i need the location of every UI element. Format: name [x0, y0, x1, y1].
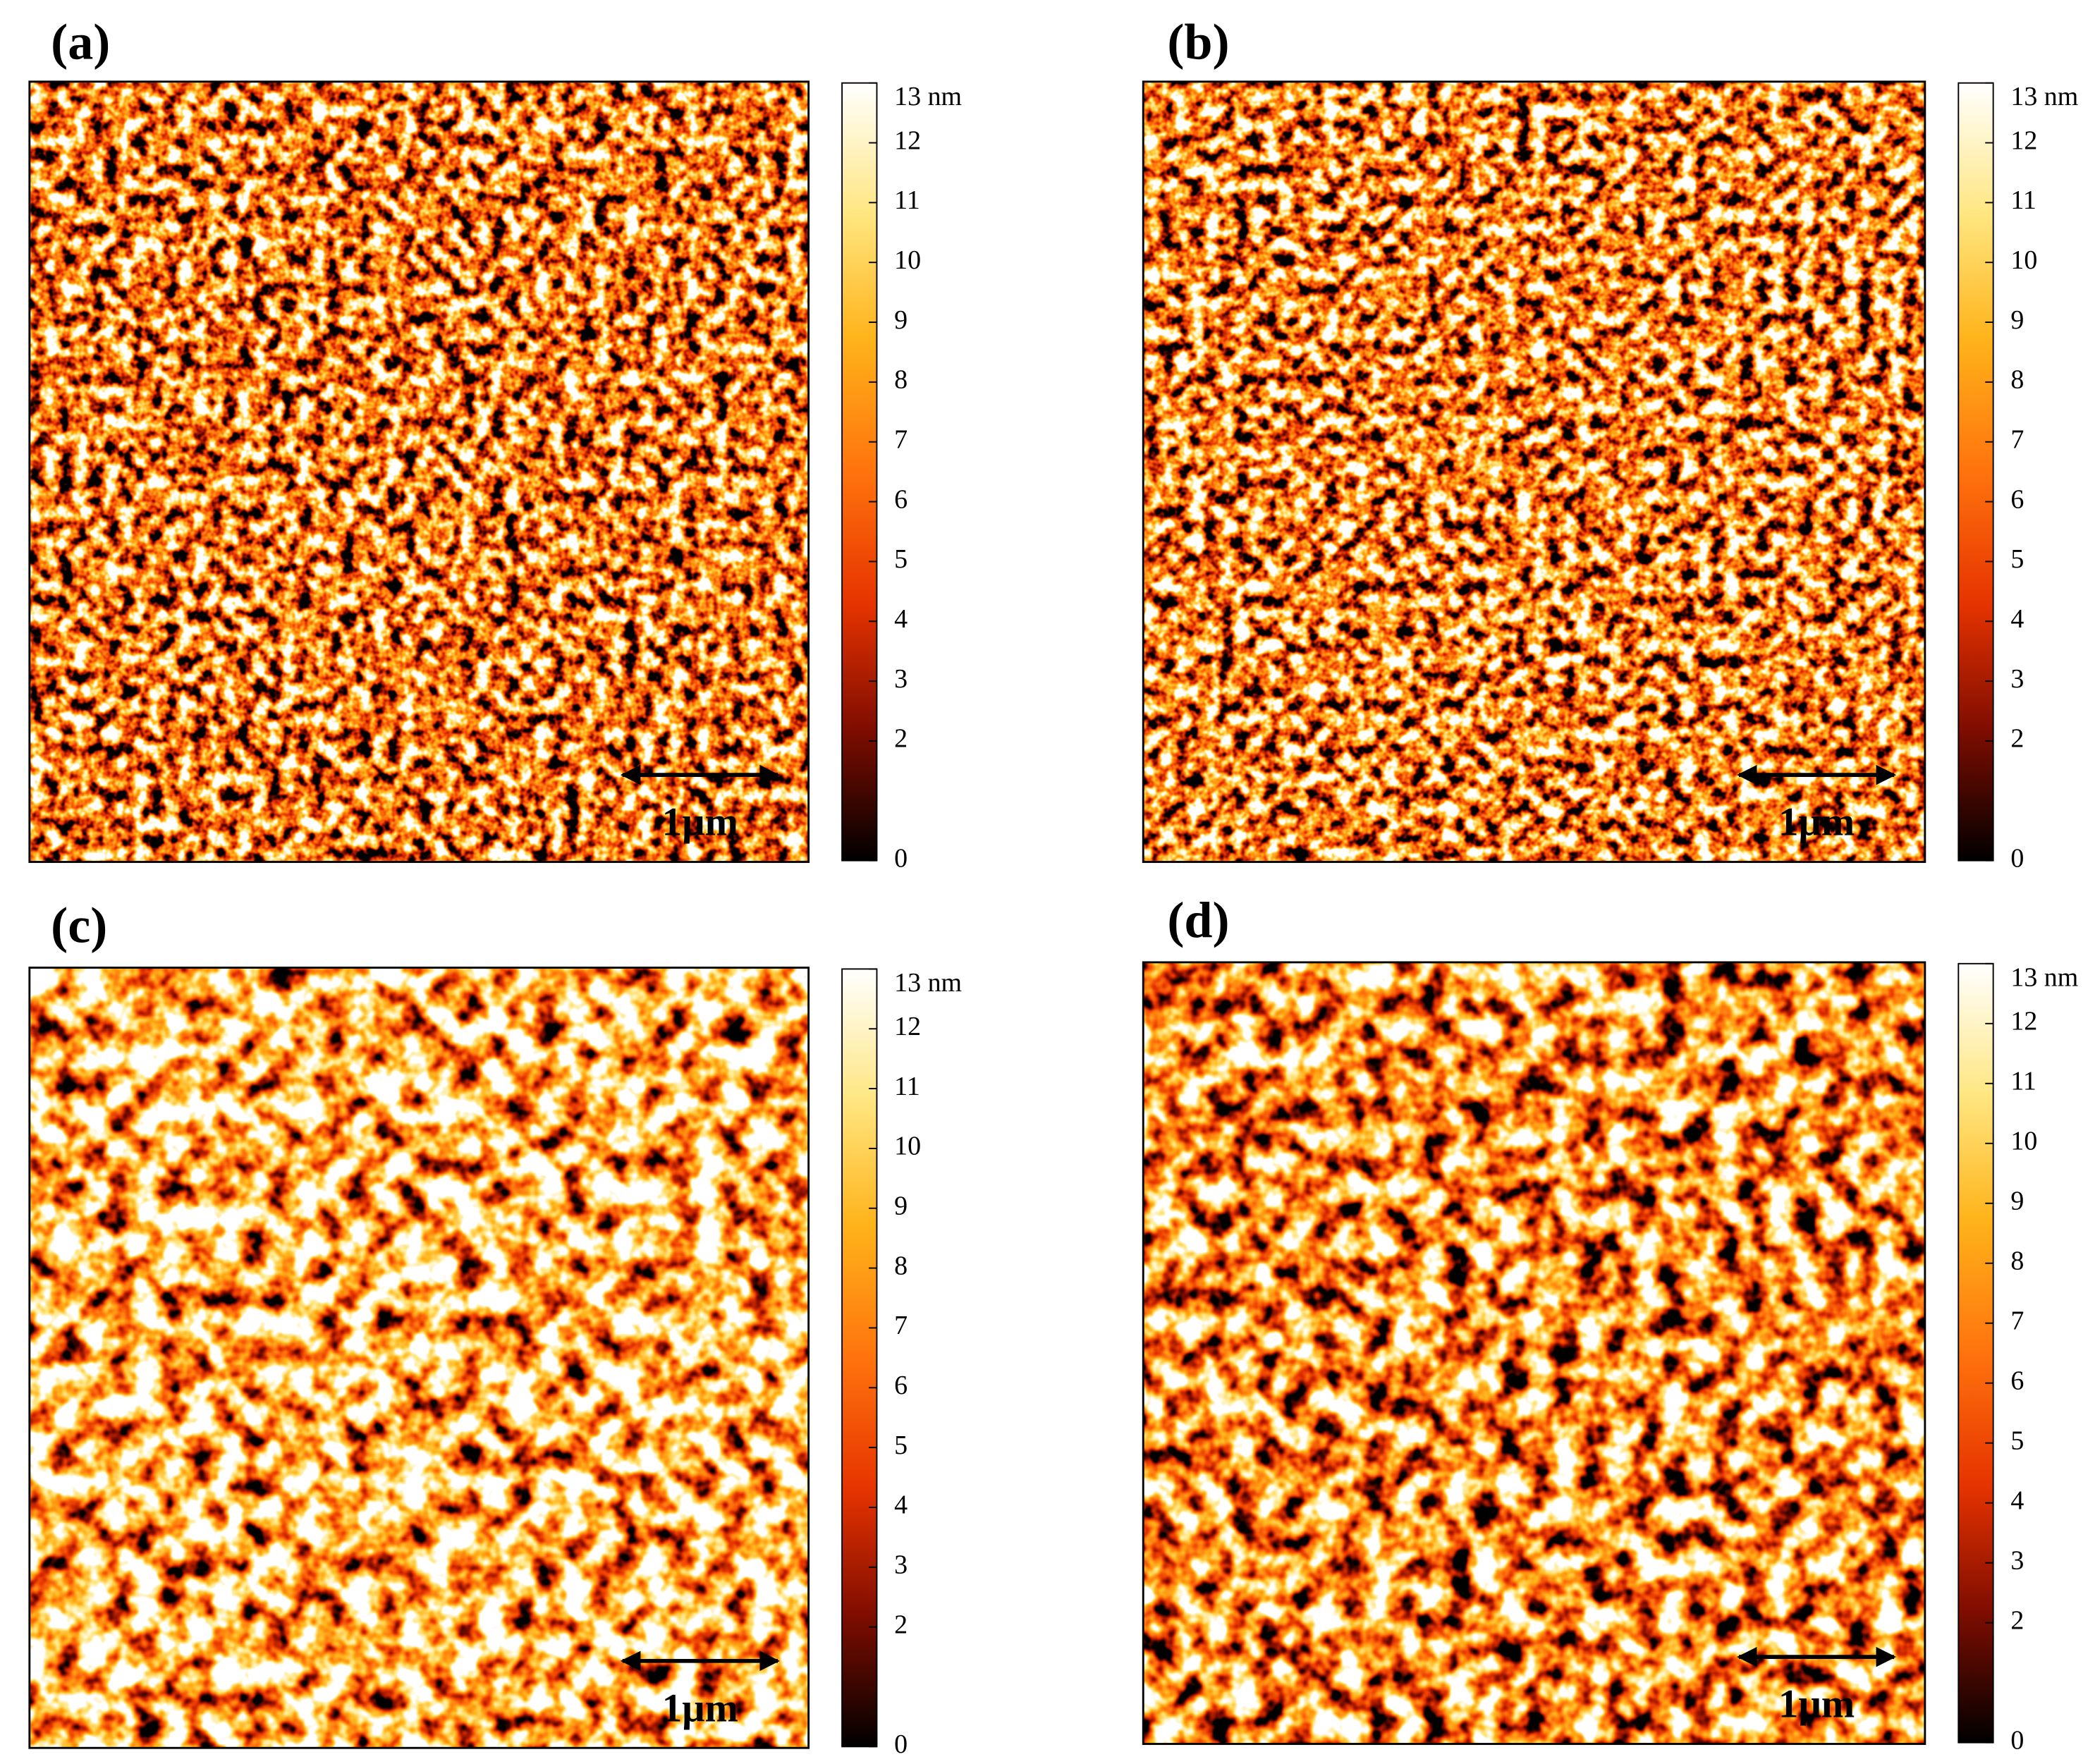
afm-image — [1143, 962, 1925, 1744]
panel: (a) 1μm 0 2 3 4 5 6 7 8 9 10 11 12 13 nm — [28, 14, 962, 873]
colorbar-tick-label: 12 — [894, 125, 921, 155]
colorbar-tick-label: 3 — [2010, 1545, 2024, 1575]
colorbar-tick-label: 12 — [894, 1012, 921, 1041]
colorbar-tick-label: 4 — [894, 604, 908, 634]
colorbar — [1957, 962, 1994, 1744]
colorbar-tick-label: 2 — [2010, 724, 2024, 754]
image-frame — [28, 967, 810, 1749]
colorbar-tick-label: 5 — [2010, 544, 2024, 574]
colorbar-tick-label: 10 — [2010, 1126, 2037, 1156]
panel: (d) 1μm 0 2 3 4 5 6 7 8 9 10 11 12 13 nm — [1142, 892, 2078, 1755]
colorbar-tick-label: 3 — [894, 664, 908, 694]
colorbar-tick-label: 11 — [2010, 1066, 2036, 1096]
image-frame — [1142, 80, 1926, 863]
colorbar-tick-label: 7 — [2010, 424, 2024, 454]
panel: (b) 1μm 0 2 3 4 5 6 7 8 9 10 11 12 13 nm — [1142, 14, 2078, 873]
colorbar-tick-label: 6 — [894, 1371, 908, 1400]
colorbar-tick-label: 3 — [2010, 664, 2024, 694]
colorbar — [841, 82, 878, 862]
colorbar-tick-label: 7 — [2010, 1306, 2024, 1335]
colorbar-tick-label: 9 — [894, 1191, 908, 1220]
colorbar-tick-label: 13 nm — [2010, 82, 2078, 111]
afm-image — [29, 81, 809, 862]
colorbar-tick-label: 8 — [894, 1251, 908, 1280]
colorbar-tick-label: 4 — [894, 1490, 908, 1520]
colorbar-tick-label: 6 — [894, 484, 908, 514]
colorbar-tick-label: 11 — [894, 185, 920, 215]
colorbar-tick-label: 6 — [2010, 1366, 2024, 1395]
panel-label: (d) — [1167, 892, 1229, 948]
colorbar-tick-label: 12 — [2010, 125, 2037, 155]
colorbar-tick-label: 6 — [2010, 484, 2024, 514]
colorbar-tick-label: 4 — [2010, 604, 2024, 634]
colorbar — [841, 968, 878, 1748]
colorbar-tick-label: 2 — [2010, 1605, 2024, 1635]
colorbar-tick-label: 8 — [2010, 365, 2024, 395]
colorbar-tick-label: 11 — [2010, 185, 2036, 215]
colorbar-tick-label: 13 nm — [894, 968, 962, 998]
colorbar-tick-label: 4 — [2010, 1486, 2024, 1515]
scale-bar-label: 1μm — [1778, 800, 1855, 845]
colorbar-tick-label: 10 — [894, 1132, 921, 1161]
image-frame — [1142, 961, 1926, 1745]
colorbar-tick-label: 10 — [894, 245, 921, 275]
panel: (c) 1μm 0 2 3 4 5 6 7 8 9 10 11 12 13 nm — [28, 897, 962, 1759]
colorbar-tick-label: 8 — [894, 365, 908, 395]
colorbar-tick-label: 0 — [894, 843, 908, 873]
colorbar-tick-label: 7 — [894, 424, 908, 454]
colorbar-tick-label: 12 — [2010, 1007, 2037, 1036]
colorbar-tick-label: 0 — [2010, 843, 2024, 873]
afm-image — [29, 967, 809, 1748]
colorbar — [1957, 82, 1994, 862]
colorbar-tick-label: 5 — [2010, 1426, 2024, 1455]
colorbar-tick-label: 13 nm — [2010, 962, 2078, 992]
colorbar-tick-label: 5 — [894, 544, 908, 574]
colorbar-tick-label: 13 nm — [894, 82, 962, 111]
scale-bar-label: 1μm — [1778, 1682, 1855, 1727]
colorbar-tick-label: 7 — [894, 1311, 908, 1340]
panel-label: (b) — [1167, 14, 1229, 71]
colorbar-tick-label: 2 — [894, 1610, 908, 1639]
colorbar-tick-label: 11 — [894, 1072, 920, 1101]
colorbar-tick-label: 0 — [894, 1729, 908, 1759]
scale-bar-label: 1μm — [662, 1686, 738, 1730]
panel-label: (c) — [51, 897, 107, 953]
colorbar-tick-label: 8 — [2010, 1246, 2024, 1275]
scale-bar-label: 1μm — [662, 800, 738, 845]
image-frame — [28, 80, 810, 863]
colorbar-tick-label: 2 — [894, 724, 908, 754]
colorbar-tick-label: 9 — [2010, 1186, 2024, 1215]
colorbar-tick-label: 9 — [2010, 305, 2024, 335]
colorbar-tick-label: 10 — [2010, 245, 2037, 275]
colorbar-tick-label: 3 — [894, 1550, 908, 1580]
afm-image — [1143, 81, 1925, 862]
colorbar-tick-label: 5 — [894, 1431, 908, 1460]
panel-label: (a) — [51, 14, 110, 71]
colorbar-tick-label: 0 — [2010, 1725, 2024, 1755]
colorbar-tick-label: 9 — [894, 305, 908, 335]
